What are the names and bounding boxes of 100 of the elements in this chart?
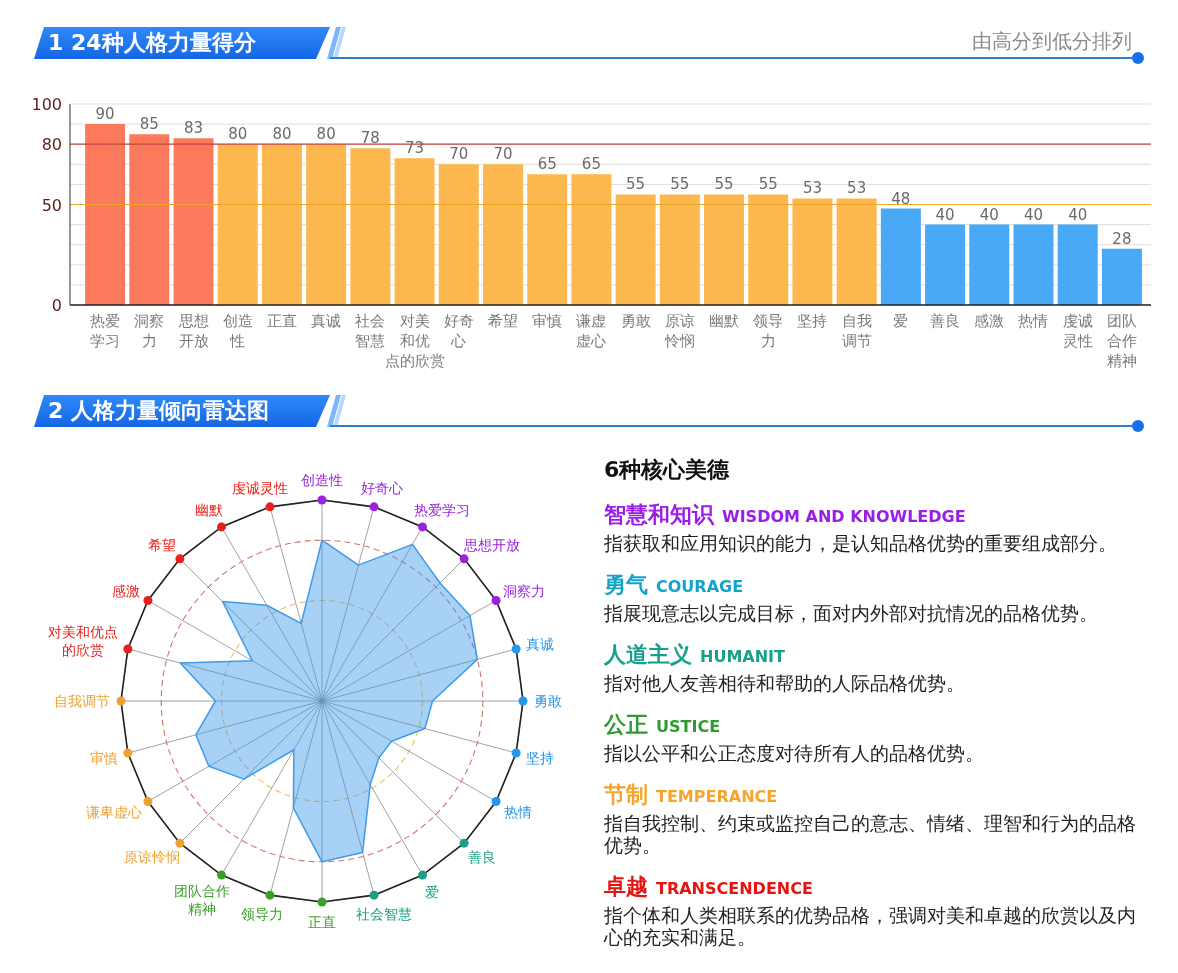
text: 公正 USTICE <box>604 712 721 737</box>
spoke-label: 好奇心 <box>361 479 404 496</box>
bar <box>792 198 833 305</box>
spoke-label: 自我调节 <box>54 693 110 709</box>
text: 指对他人友善相待和帮助的人际品格优势。 <box>604 672 965 694</box>
text: 指自我控制、约束或监控自己的意志、情绪、理智和行为的品格优势。 <box>604 812 1136 856</box>
spoke-label: 对美和优点的欣赏 <box>48 624 119 659</box>
x-tick-label: 爱 <box>893 312 909 330</box>
spoke-label: 洞察力 <box>502 582 545 599</box>
x-tick-label: 社会智慧 <box>355 312 386 350</box>
x-tick-label: 原谅怜悯 <box>663 312 695 350</box>
x-tick-label: 谦虚虚心 <box>576 312 607 350</box>
x-tick-label: 善良 <box>930 312 961 330</box>
data-label: 85 <box>139 115 159 134</box>
spoke-label: 希望 <box>148 536 177 553</box>
spoke-label: 谦卑虚心 <box>86 803 143 820</box>
data-label: 80 <box>316 125 336 144</box>
x-tick-label: 自我调节 <box>841 312 872 350</box>
x-tick-label: 创造性 <box>222 312 253 350</box>
spoke-label: 团队合作精神 <box>174 883 230 918</box>
bar <box>880 208 921 305</box>
bar <box>438 164 479 305</box>
spoke-label: 社会智慧 <box>356 906 413 923</box>
spoke-label: 坚持 <box>526 750 555 767</box>
bar <box>350 148 391 305</box>
spoke-label: 审慎 <box>89 750 118 767</box>
y-tick-label: 80 <box>41 134 62 154</box>
text: 节制 TEMPERANCE <box>604 782 778 807</box>
text: 勇气 COURAGE <box>604 572 744 597</box>
data-label: 53 <box>802 179 822 198</box>
bar <box>261 144 302 305</box>
spoke-label: 领导力 <box>240 906 283 923</box>
spoke-label: 爱 <box>424 884 439 901</box>
bar <box>483 164 523 305</box>
x-tick-label: 对美和优点的欣赏 <box>384 312 445 370</box>
text: 指以公平和公正态度对待所有人的品格优势。 <box>604 742 984 764</box>
bar <box>925 224 966 305</box>
bar <box>217 144 258 305</box>
data-label: 80 <box>228 125 248 144</box>
data-label: 28 <box>1112 229 1132 248</box>
data-label: 55 <box>758 175 778 194</box>
data-label: 40 <box>1068 205 1088 224</box>
bar <box>704 194 745 305</box>
x-tick-label: 勇敢 <box>620 312 651 330</box>
bar <box>748 194 789 305</box>
x-tick-label: 热情 <box>1018 312 1049 330</box>
data-label: 55 <box>714 175 734 194</box>
bar <box>527 174 568 305</box>
spoke-label: 感激 <box>112 582 141 599</box>
x-tick-label: 正直 <box>266 312 297 330</box>
bar <box>306 144 347 305</box>
data-label: 70 <box>493 145 513 164</box>
x-tick-label: 审慎 <box>532 312 563 330</box>
spoke-label: 思想开放 <box>462 536 520 553</box>
x-tick-label: 希望 <box>487 312 518 330</box>
text: 人道主义 HUMANIT <box>604 642 785 667</box>
spoke-label: 热爱学习 <box>414 501 470 518</box>
text: 卓越 TRANSCENDENCE <box>604 874 813 899</box>
data-label: 40 <box>979 205 999 224</box>
data-label: 90 <box>95 105 115 124</box>
spoke-label: 善良 <box>467 849 496 866</box>
spoke-label: 虔诚灵性 <box>231 479 288 496</box>
text: 智慧和知识 WISDOM AND KNOWLEDGE <box>604 502 966 527</box>
bar <box>394 158 435 305</box>
data-label: 55 <box>670 175 690 194</box>
bar <box>1013 224 1054 305</box>
data-label: 53 <box>847 179 867 198</box>
x-tick-label: 真诚 <box>311 312 342 330</box>
y-tick-label: 0 <box>51 295 62 315</box>
data-label: 40 <box>1023 205 1044 224</box>
spoke-label: 创造性 <box>301 472 343 488</box>
spoke-label: 正直 <box>308 914 336 930</box>
bar <box>173 138 214 305</box>
bar <box>571 174 612 305</box>
x-tick-label: 领导力 <box>753 312 784 350</box>
bar <box>836 198 877 305</box>
data-label: 65 <box>581 155 601 174</box>
bar <box>659 194 700 305</box>
spoke-label: 真诚 <box>526 635 555 652</box>
y-tick-label: 100 <box>31 94 62 114</box>
data-label: 65 <box>537 155 557 174</box>
spoke-label: 勇敢 <box>534 693 562 709</box>
x-tick-label: 感激 <box>974 312 1005 330</box>
x-tick-label: 热爱学习 <box>90 312 121 350</box>
data-label: 40 <box>935 205 955 224</box>
x-tick-label: 洞察力 <box>134 312 165 350</box>
bar <box>1057 224 1098 305</box>
x-tick-label: 虔诚灵性 <box>1062 312 1093 350</box>
y-tick-label: 50 <box>41 195 62 214</box>
data-label: 48 <box>891 189 911 208</box>
text: 指展现意志以完成目标，面对内外部对抗情况的品格优势。 <box>604 602 1098 624</box>
x-tick-label: 幽默 <box>709 312 740 330</box>
bar <box>615 194 656 305</box>
data-label: 80 <box>272 125 292 144</box>
chart-title: 2 人格力量倾向雷达图 <box>48 397 269 425</box>
text: 指个体和人类相联系的优势品格，强调对美和卓越的欣赏以及内心的充实和满足。 <box>604 904 1136 948</box>
data-label: 55 <box>626 175 646 194</box>
text: 6种核心美德 <box>604 457 730 482</box>
text: 指获取和应用知识的能力，是认知品格优势的重要组成部分。 <box>604 532 1117 554</box>
x-tick-label: 坚持 <box>797 312 828 330</box>
